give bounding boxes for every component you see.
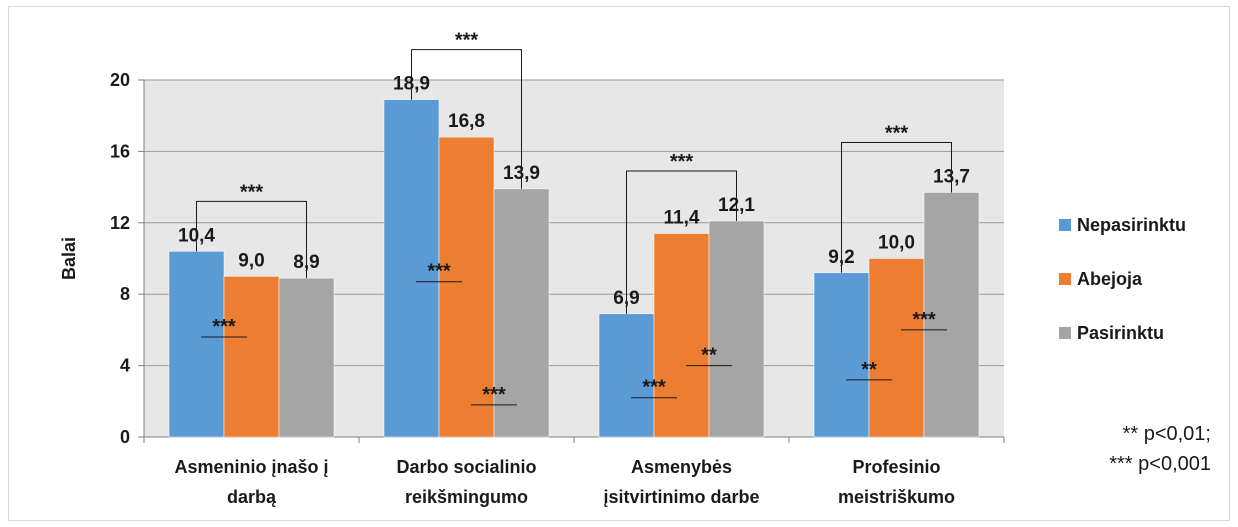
significance-notes: ** p<0,01; *** p<0,001 (1109, 419, 1211, 479)
significance-mark: *** (912, 309, 936, 331)
bar (708, 220, 765, 438)
significance-mark: ** (701, 345, 717, 367)
note-line-2: *** p<0,001 (1109, 453, 1211, 475)
legend-item: Abejoja (1059, 266, 1186, 292)
chart-frame: 0 4 8 12 16 20 Balai Asmeninio įnašo į darbą Darb… (8, 6, 1230, 521)
significance-bracket (841, 141, 952, 273)
bar (813, 272, 870, 438)
category-label: meistriškumo (838, 487, 955, 507)
category-label: Asmeninio įnašo į (174, 457, 328, 477)
y-tick-label: 20 (110, 70, 130, 90)
significance-bracket (626, 170, 737, 314)
legend-swatch (1059, 219, 1071, 231)
legend: Nepasirinktu Abejoja Pasirinktu (1059, 212, 1186, 374)
data-label: 10,0 (878, 233, 915, 254)
significance-mark: *** (427, 261, 451, 283)
category-label: reikšmingumo (405, 487, 528, 507)
significance-bracket-label: *** (670, 151, 694, 173)
bar (598, 313, 655, 438)
category-label: Asmenybės (631, 457, 732, 477)
bar-chart: 0 4 8 12 16 20 Balai Asmeninio įnašo į darbą Darb… (59, 30, 1005, 507)
data-label: 11,4 (664, 208, 700, 229)
significance-bracket (411, 49, 522, 189)
category-label: Darbo socialinio (396, 457, 536, 477)
significance-mark: ** (861, 359, 877, 381)
note-line-1: ** p<0,01; (1122, 423, 1211, 445)
category-label: įsitvirtinimo darbe (603, 487, 759, 507)
legend-swatch (1059, 273, 1071, 285)
significance-bracket (196, 200, 307, 279)
bar (868, 258, 925, 438)
legend-label: Pasirinktu (1077, 322, 1165, 343)
significance-mark: *** (482, 384, 506, 406)
data-label: 9,0 (238, 250, 264, 271)
significance-bracket-label: *** (240, 181, 264, 203)
y-axis-label: Balai (59, 237, 79, 280)
legend-swatch (1059, 327, 1071, 339)
legend-item: Pasirinktu (1059, 320, 1186, 346)
significance-bracket-label: *** (455, 30, 479, 52)
legend-item: Nepasirinktu (1059, 212, 1186, 238)
y-tick-label: 4 (120, 356, 130, 376)
category-label: Profesinio (852, 457, 940, 477)
significance-bracket-label: *** (885, 122, 909, 144)
bar (168, 251, 225, 438)
bar (493, 188, 550, 438)
data-label: 16,8 (448, 111, 485, 132)
bar (278, 277, 335, 438)
bar (653, 233, 710, 438)
y-tick-label: 16 (110, 141, 130, 161)
y-tick-label: 8 (120, 284, 130, 304)
legend-label: Nepasirinktu (1077, 214, 1187, 235)
significance-mark: *** (642, 377, 666, 399)
bar (223, 276, 280, 438)
category-label: darbą (227, 487, 277, 507)
legend-label: Abejoja (1077, 268, 1143, 289)
significance-mark: *** (212, 316, 236, 338)
y-tick-label: 0 (120, 427, 130, 447)
y-tick-label: 12 (110, 213, 130, 233)
